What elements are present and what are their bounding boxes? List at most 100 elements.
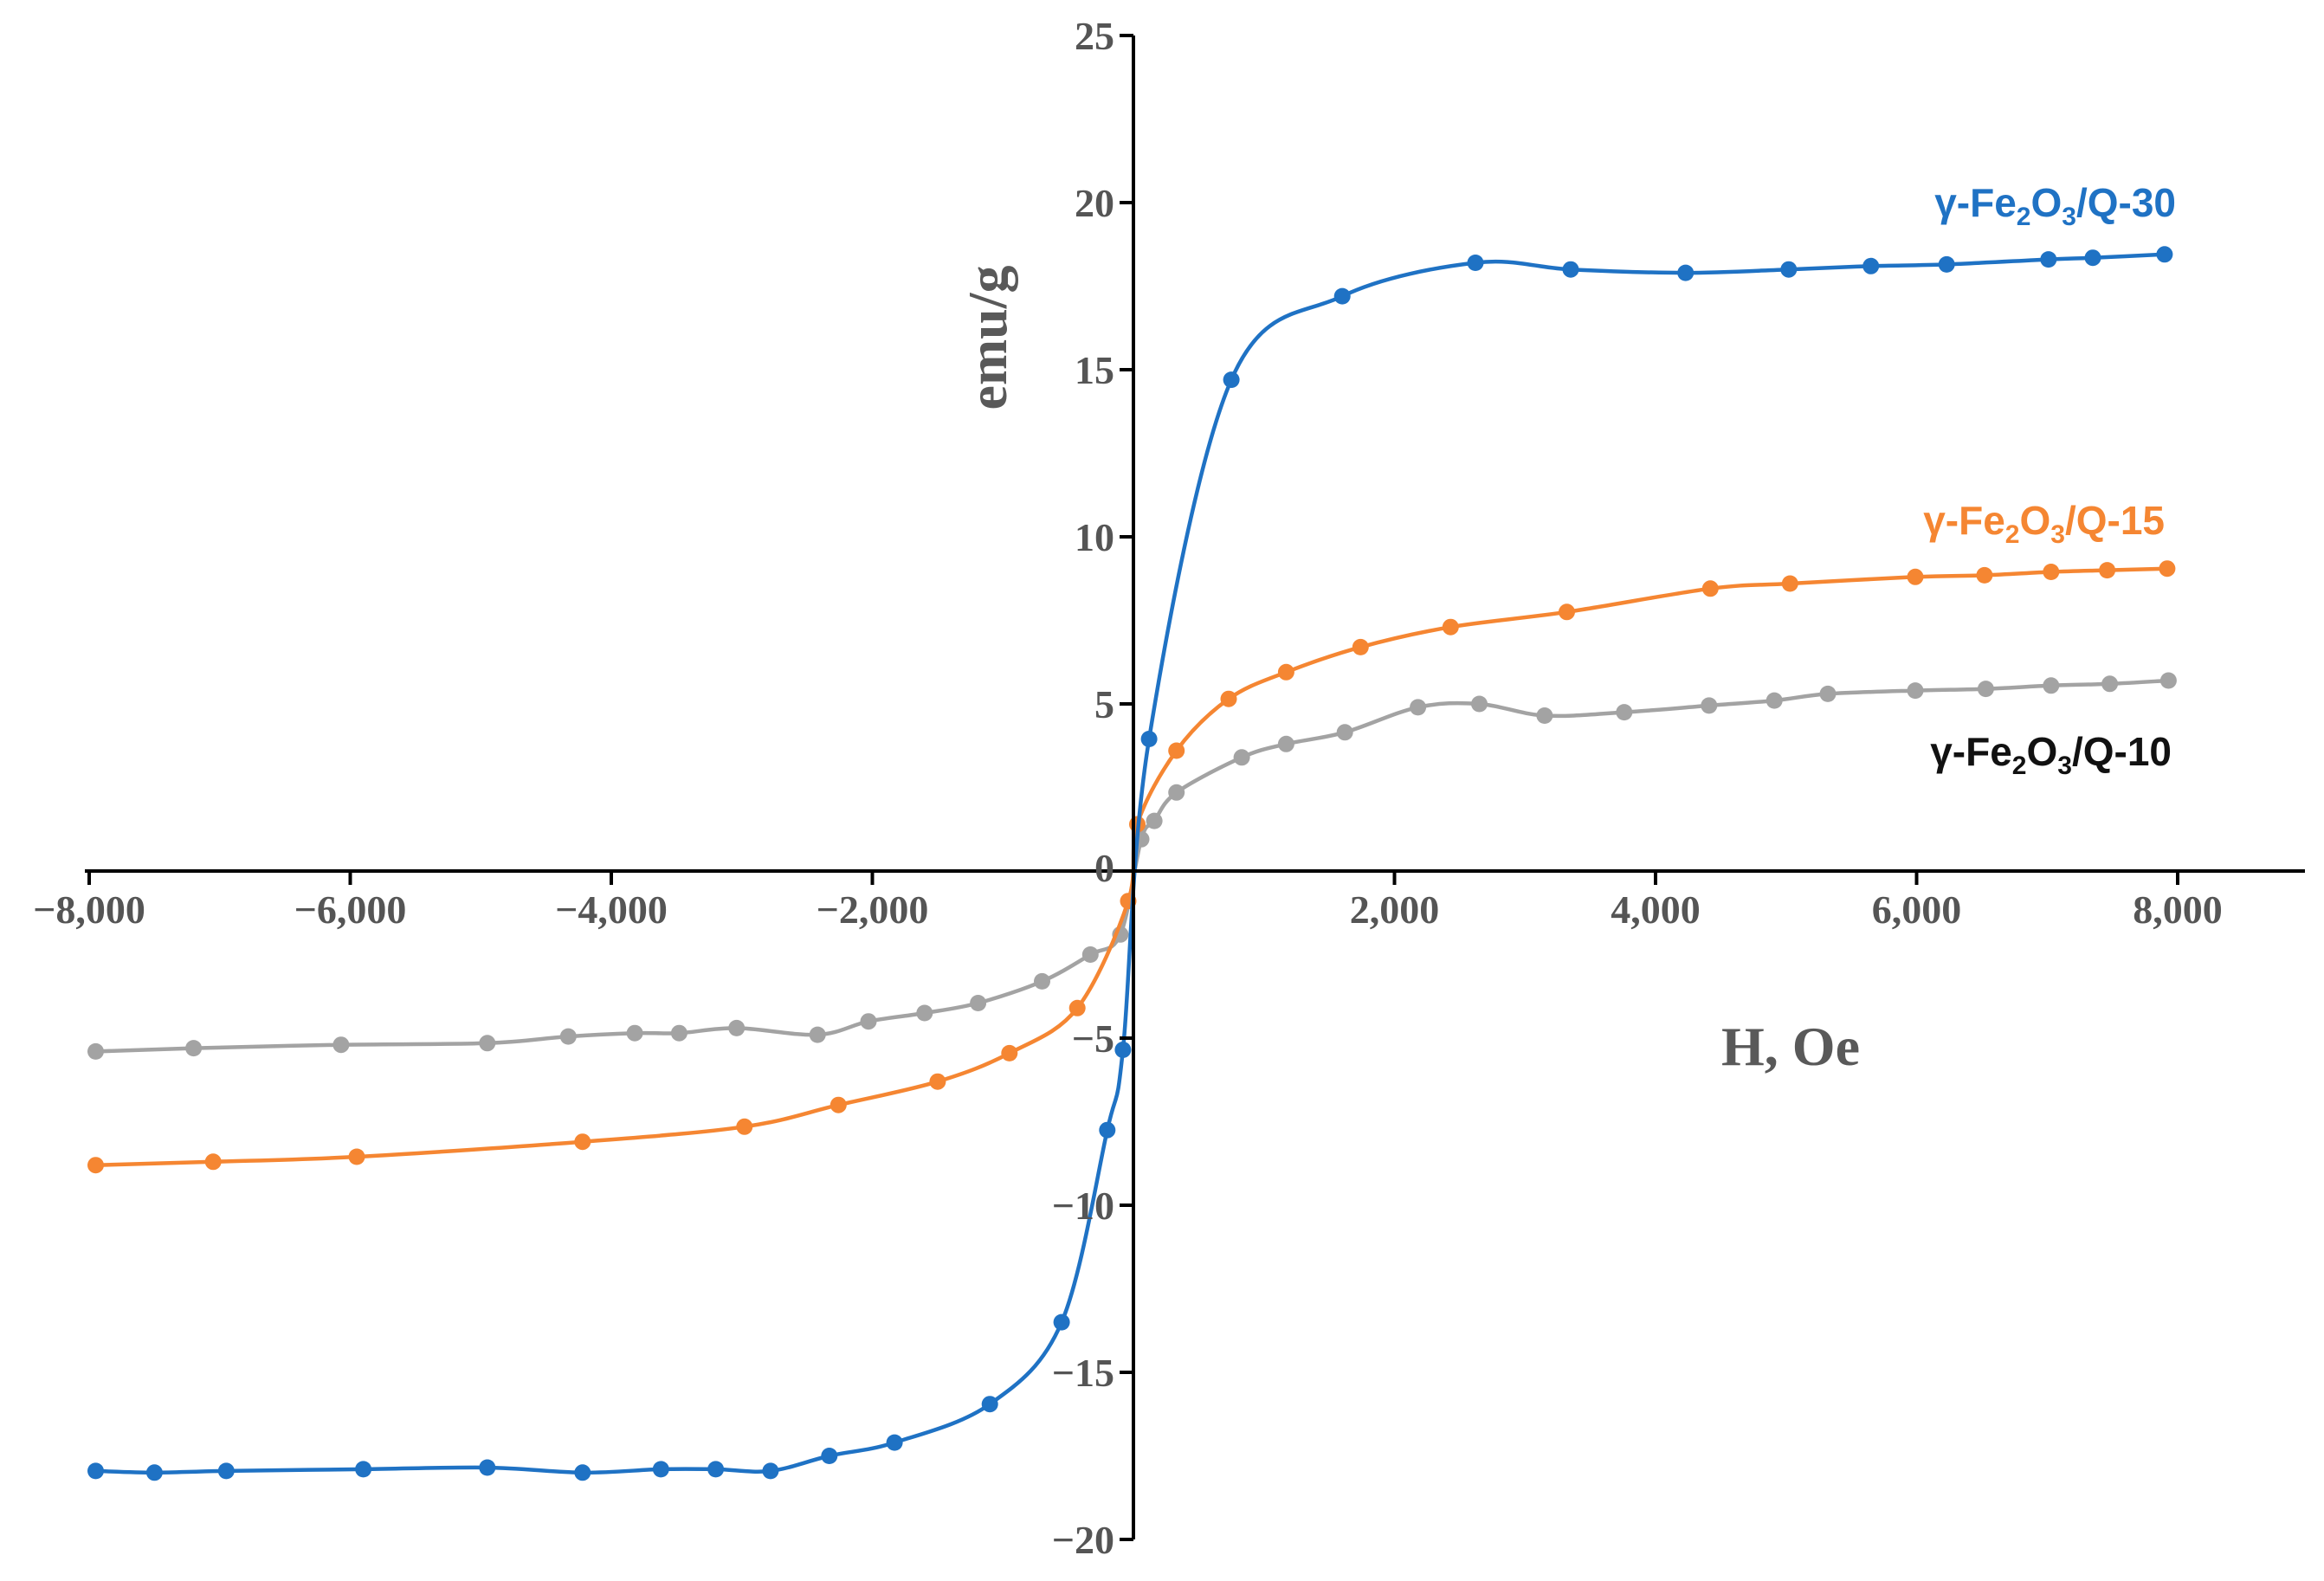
data-point bbox=[1443, 619, 1459, 636]
data-point bbox=[87, 1157, 104, 1173]
data-point bbox=[810, 1027, 826, 1043]
y-tick-label: −15 bbox=[1052, 1351, 1114, 1395]
data-point bbox=[87, 1043, 104, 1060]
data-point bbox=[1908, 682, 1924, 699]
series-q30 bbox=[87, 246, 2172, 1481]
data-point bbox=[332, 1036, 349, 1053]
data-point bbox=[1001, 1045, 1017, 1062]
data-point bbox=[349, 1149, 365, 1165]
axes-layer bbox=[85, 35, 2305, 1539]
y-tick-label: −20 bbox=[1052, 1518, 1114, 1562]
data-point bbox=[1820, 686, 1837, 702]
data-point bbox=[1701, 697, 1717, 713]
data-point bbox=[2160, 673, 2177, 689]
data-point bbox=[574, 1133, 591, 1150]
data-point bbox=[479, 1035, 495, 1051]
data-point bbox=[916, 1005, 933, 1022]
data-point bbox=[887, 1435, 903, 1451]
y-tick-label: −10 bbox=[1052, 1184, 1114, 1228]
x-tick-label: 6,000 bbox=[1872, 887, 1962, 932]
series-line bbox=[96, 255, 2165, 1473]
data-point bbox=[146, 1464, 163, 1481]
data-point bbox=[707, 1461, 724, 1477]
y-axis-title: emu/g bbox=[957, 265, 1018, 410]
data-point bbox=[1334, 288, 1351, 305]
x-tick-label: −2,000 bbox=[817, 887, 929, 932]
data-point bbox=[1278, 736, 1294, 752]
data-point bbox=[1221, 691, 1237, 707]
label-q30: γ-Fe2O3/Q-30 bbox=[1934, 180, 2176, 231]
data-point bbox=[1410, 699, 1426, 715]
data-point bbox=[1471, 696, 1488, 713]
x-tick-label: −8,000 bbox=[33, 887, 145, 932]
y-tick-label: 0 bbox=[1094, 846, 1114, 890]
data-point bbox=[1908, 569, 1924, 585]
data-point bbox=[1337, 724, 1353, 740]
data-point bbox=[2040, 251, 2056, 268]
data-point bbox=[1146, 813, 1163, 829]
x-axis-title: H, Oe bbox=[1721, 1016, 1860, 1077]
data-point bbox=[479, 1460, 495, 1476]
x-tick-label: −4,000 bbox=[555, 887, 668, 932]
data-point bbox=[1702, 580, 1719, 597]
data-point bbox=[355, 1461, 371, 1477]
data-point bbox=[1168, 743, 1185, 759]
x-tick-label: 4,000 bbox=[1611, 887, 1701, 932]
data-point bbox=[970, 995, 986, 1011]
data-point bbox=[1223, 371, 1240, 388]
data-point bbox=[1862, 258, 1879, 274]
y-tick-label: 25 bbox=[1075, 14, 1114, 58]
data-point bbox=[2099, 562, 2115, 578]
data-point bbox=[205, 1153, 222, 1170]
data-point bbox=[861, 1013, 877, 1029]
label-q10: γ-Fe2O3/Q-10 bbox=[1930, 729, 2172, 780]
x-tick-label: 8,000 bbox=[2133, 887, 2223, 932]
data-point bbox=[1616, 704, 1632, 720]
data-point bbox=[2043, 677, 2059, 694]
data-point bbox=[1780, 261, 1797, 278]
data-point bbox=[653, 1461, 669, 1477]
series-q15 bbox=[87, 560, 2175, 1173]
data-point bbox=[1677, 265, 1694, 281]
data-point bbox=[671, 1025, 688, 1042]
data-point bbox=[821, 1448, 837, 1464]
data-point bbox=[560, 1029, 577, 1045]
data-point bbox=[1114, 1042, 1131, 1058]
data-point bbox=[1976, 567, 1992, 584]
data-point bbox=[1168, 784, 1185, 801]
data-point bbox=[2159, 560, 2175, 577]
data-point bbox=[728, 1020, 745, 1036]
label-q15: γ-Fe2O3/Q-15 bbox=[1923, 498, 2165, 549]
x-tick-label: 2,000 bbox=[1350, 887, 1440, 932]
data-point bbox=[1563, 261, 1579, 278]
data-point bbox=[1939, 256, 1955, 273]
data-point bbox=[1069, 1000, 1086, 1016]
y-tick-label: 20 bbox=[1075, 181, 1114, 225]
data-point bbox=[1352, 639, 1369, 655]
magnetization-chart: −8,000 −6,000 −4,000 −2,000 2,000 4,000 6,000 8… bbox=[0, 0, 2324, 1581]
data-point bbox=[1234, 749, 1250, 765]
data-point bbox=[2156, 246, 2172, 262]
y-tick-label: 15 bbox=[1075, 348, 1114, 392]
data-point bbox=[1278, 664, 1294, 681]
y-tick-label: −5 bbox=[1072, 1016, 1114, 1061]
data-point bbox=[1468, 255, 1484, 271]
data-point bbox=[627, 1025, 643, 1042]
data-point bbox=[1082, 946, 1099, 963]
data-point bbox=[2043, 564, 2059, 580]
x-tick-label: −6,000 bbox=[294, 887, 407, 932]
data-point bbox=[1536, 707, 1553, 724]
data-point bbox=[762, 1462, 778, 1479]
y-tick-label: 10 bbox=[1075, 515, 1114, 559]
data-point bbox=[1782, 576, 1798, 592]
data-point bbox=[830, 1097, 847, 1113]
data-point bbox=[185, 1040, 202, 1056]
data-point bbox=[1054, 1314, 1070, 1331]
data-point bbox=[1034, 973, 1050, 990]
data-point bbox=[1099, 1122, 1115, 1139]
data-point bbox=[1141, 731, 1158, 747]
data-point bbox=[1978, 681, 1994, 697]
data-point bbox=[218, 1462, 235, 1479]
data-point bbox=[1559, 603, 1575, 620]
data-point bbox=[736, 1119, 752, 1135]
